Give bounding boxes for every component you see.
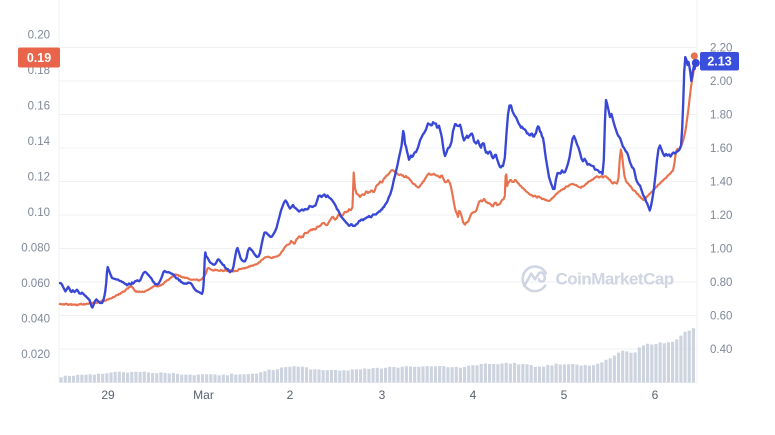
svg-text:0.16: 0.16 bbox=[28, 101, 50, 113]
svg-text:0.12: 0.12 bbox=[28, 172, 50, 184]
svg-text:0.40: 0.40 bbox=[710, 344, 732, 356]
svg-text:1.20: 1.20 bbox=[710, 210, 732, 222]
svg-text:0.20: 0.20 bbox=[28, 30, 50, 42]
svg-text:2: 2 bbox=[287, 388, 294, 402]
svg-text:6: 6 bbox=[652, 388, 659, 402]
svg-text:0.80: 0.80 bbox=[710, 277, 732, 289]
svg-text:1.80: 1.80 bbox=[710, 110, 732, 122]
svg-text:5: 5 bbox=[561, 388, 568, 402]
svg-text:2.00: 2.00 bbox=[710, 76, 732, 88]
svg-text:1.40: 1.40 bbox=[710, 177, 732, 189]
svg-text:3: 3 bbox=[379, 388, 386, 402]
svg-text:0.60: 0.60 bbox=[710, 311, 732, 323]
svg-text:0.060: 0.060 bbox=[21, 278, 50, 290]
svg-text:Mar: Mar bbox=[193, 388, 214, 402]
svg-text:1.60: 1.60 bbox=[710, 143, 732, 155]
svg-text:1.00: 1.00 bbox=[710, 244, 732, 256]
svg-text:4: 4 bbox=[470, 388, 477, 402]
svg-text:2.13: 2.13 bbox=[707, 55, 731, 69]
svg-text:0.18: 0.18 bbox=[28, 65, 50, 77]
svg-text:0.19: 0.19 bbox=[27, 51, 51, 65]
svg-text:0.10: 0.10 bbox=[28, 207, 50, 219]
svg-text:2.20: 2.20 bbox=[710, 43, 732, 55]
svg-text:CoinMarketCap: CoinMarketCap bbox=[556, 270, 674, 289]
svg-text:29: 29 bbox=[101, 388, 115, 402]
svg-text:0.080: 0.080 bbox=[21, 243, 50, 255]
svg-text:0.14: 0.14 bbox=[28, 136, 51, 148]
svg-text:0.040: 0.040 bbox=[21, 314, 50, 326]
svg-text:0.020: 0.020 bbox=[21, 349, 50, 361]
